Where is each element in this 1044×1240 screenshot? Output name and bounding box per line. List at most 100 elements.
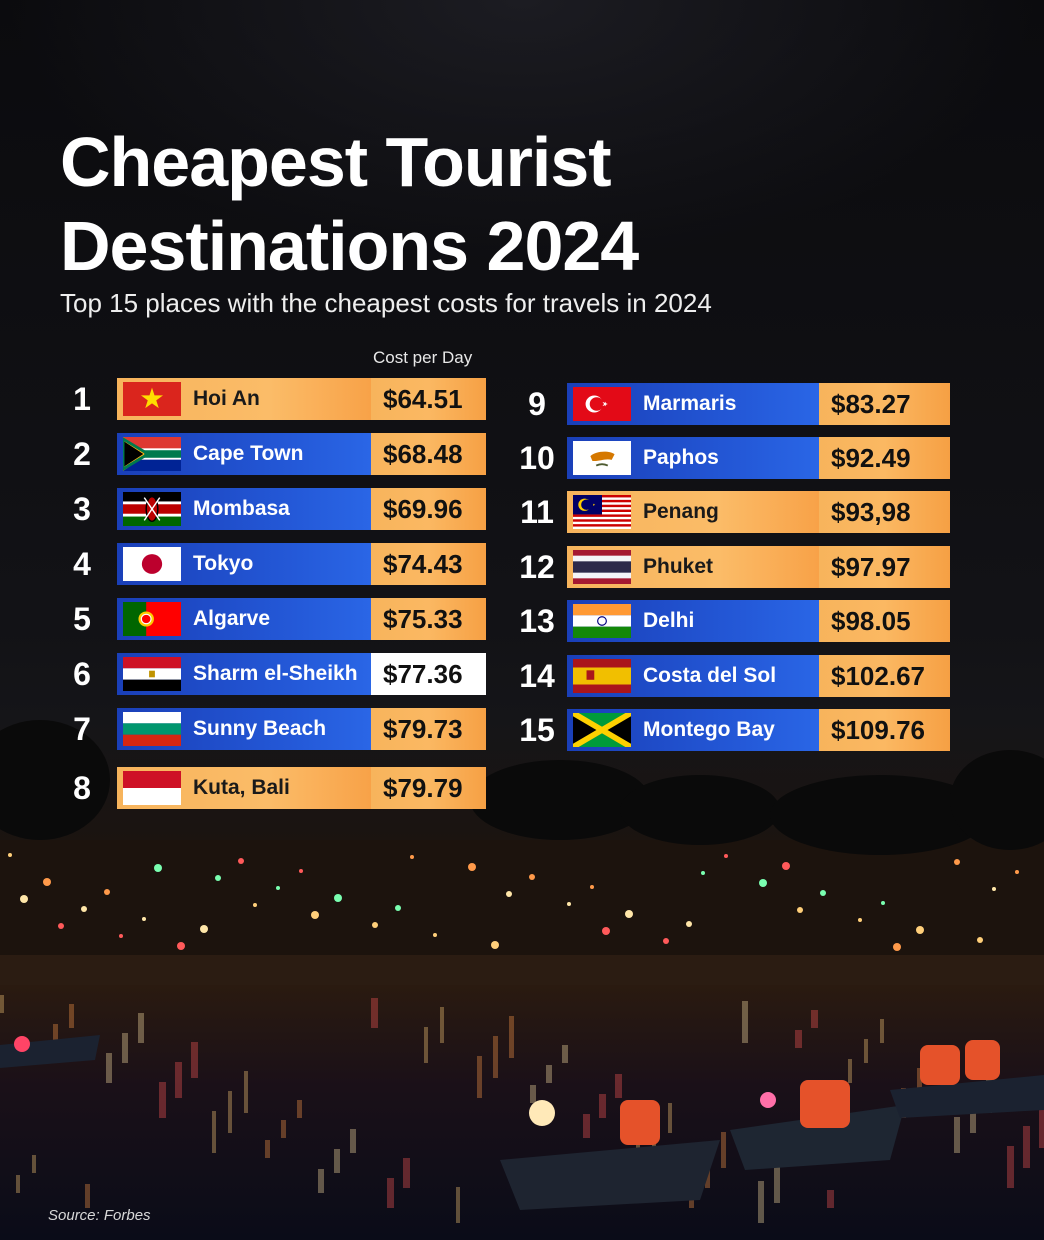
light-reflection	[334, 1149, 340, 1173]
light-reflection	[265, 1140, 270, 1158]
lantern-light	[916, 926, 924, 934]
destination-bar: Mombasa	[117, 488, 371, 530]
light-reflection	[583, 1114, 590, 1138]
lantern-light	[1015, 870, 1019, 874]
promenade	[0, 955, 1044, 985]
light-reflection	[493, 1036, 498, 1078]
lantern-light	[977, 937, 983, 943]
south-africa-flag-icon	[123, 437, 181, 471]
light-reflection	[917, 1068, 922, 1098]
destination-name: Cape Town	[193, 442, 304, 465]
light-reflection	[403, 1158, 410, 1188]
cost-per-day-value: $79.73	[371, 708, 486, 750]
destination-row: 9 Marmaris $83.27	[0, 383, 1044, 425]
destination-bar: Hoi An	[117, 378, 371, 420]
rank-number: 8	[73, 770, 91, 806]
egypt-flag-icon	[123, 657, 181, 691]
lantern-light	[663, 938, 669, 944]
rank-number: 3	[73, 491, 91, 527]
light-reflection	[615, 1074, 622, 1098]
cost-per-day-value: $74.43	[371, 543, 486, 585]
light-reflection	[954, 1117, 960, 1153]
light-reflection	[228, 1091, 232, 1133]
rank-number: 7	[73, 711, 91, 747]
cost-per-day-value: $109.76	[819, 709, 950, 751]
lantern-light	[893, 943, 901, 951]
rank-number: 13	[519, 603, 555, 639]
light-reflection	[668, 1103, 672, 1133]
water-reflections	[0, 995, 1044, 1223]
thailand-flag-icon	[573, 550, 631, 584]
destination-row: 13 Delhi $98.05	[0, 600, 1044, 642]
rank-number: 2	[73, 436, 91, 472]
lantern-light	[334, 894, 342, 902]
boats	[0, 1035, 1044, 1210]
light-reflection	[106, 1053, 112, 1083]
turkey-flag-icon	[573, 387, 631, 421]
jamaica-flag-icon	[573, 713, 631, 747]
light-reflection	[795, 1030, 802, 1048]
light-reflection	[562, 1045, 568, 1063]
lantern-light	[215, 875, 221, 881]
destination-bar: Montego Bay	[567, 709, 819, 751]
light-reflection	[32, 1155, 36, 1173]
destination-bar: Sunny Beach	[117, 708, 371, 750]
cost-per-day-value: $68.48	[371, 433, 486, 475]
rank-number: 5	[73, 601, 91, 637]
light-reflection	[742, 1001, 748, 1043]
lantern-light	[276, 886, 280, 890]
light-reflection	[758, 1181, 764, 1223]
lantern-light	[782, 862, 790, 870]
destination-bar: Phuket	[567, 546, 819, 588]
boat-passengers	[620, 1040, 1000, 1145]
light-reflection	[970, 1097, 976, 1133]
light-reflection	[848, 1059, 852, 1083]
destination-row: 12 Phuket $97.97	[0, 546, 1044, 588]
light-reflection	[1039, 1106, 1044, 1148]
destination-row: 7 Sunny Beach $79.73	[0, 708, 1044, 750]
rank-number: 1	[73, 381, 91, 417]
light-reflection	[16, 1175, 20, 1193]
malaysia-flag-icon	[573, 495, 631, 529]
destination-bar: Algarve	[117, 598, 371, 640]
lantern-light	[81, 906, 87, 912]
destination-row: 2 Cape Town $68.48	[0, 433, 1044, 475]
light-reflection	[69, 1004, 74, 1028]
light-reflection	[53, 1024, 58, 1048]
destination-name: Costa del Sol	[643, 664, 777, 687]
kenya-flag-icon	[123, 492, 181, 526]
light-reflection	[456, 1187, 460, 1223]
destination-name: Montego Bay	[643, 718, 775, 741]
rank-number: 11	[520, 494, 554, 530]
lantern-light	[142, 917, 146, 921]
subtitle: Top 15 places with the cheapest costs fo…	[60, 288, 712, 318]
light-reflection	[175, 1062, 182, 1098]
destination-bar: Paphos	[567, 437, 819, 479]
destination-row: 6 Sharm el-Sheikh $77.36	[0, 653, 1044, 695]
tree-silhouettes	[0, 720, 1044, 855]
lantern-light	[529, 874, 535, 880]
vietnam-flag-icon	[123, 382, 181, 416]
lantern-light	[104, 889, 110, 895]
destination-row: 3 Mombasa $69.96	[0, 488, 1044, 530]
light-reflection	[371, 998, 378, 1028]
light-reflection	[350, 1129, 356, 1153]
lantern-light	[590, 885, 594, 889]
source-credit: Source: Forbes	[48, 1207, 151, 1224]
indonesia-flag-icon	[123, 771, 181, 805]
destination-name: Marmaris	[643, 392, 737, 415]
lantern-light	[299, 869, 303, 873]
cost-per-day-value: $75.33	[371, 598, 486, 640]
cost-per-day-value: $69.96	[371, 488, 486, 530]
lantern-light	[433, 933, 437, 937]
lantern-light	[177, 942, 185, 950]
destination-name: Delhi	[643, 609, 695, 632]
cost-per-day-value: $79.79	[371, 767, 486, 809]
rank-number: 9	[528, 386, 546, 422]
cost-per-day-value: $102.67	[819, 655, 950, 697]
lantern-light	[954, 859, 960, 865]
destination-bar: Marmaris	[567, 383, 819, 425]
lantern-light	[992, 887, 996, 891]
